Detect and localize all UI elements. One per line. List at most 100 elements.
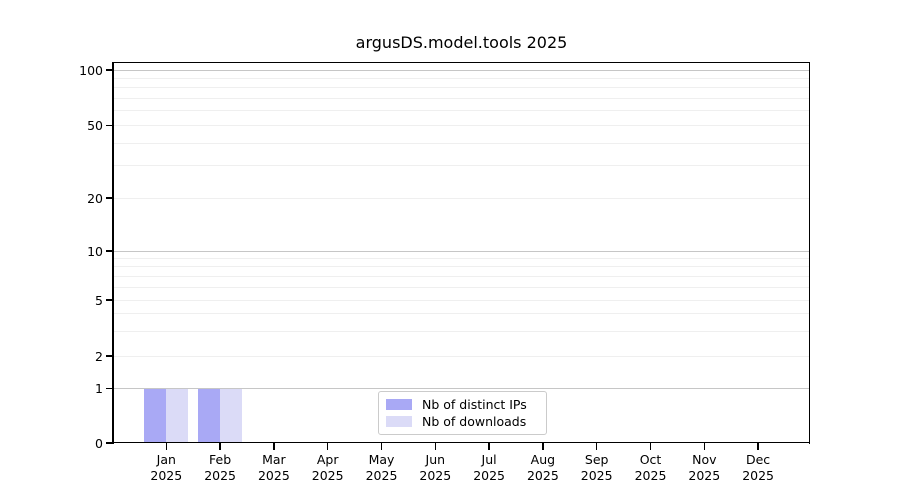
y-tick-label-20: 20 — [87, 190, 103, 206]
x-tick-month: Feb — [209, 452, 232, 467]
bottom-spine — [112, 441, 810, 444]
y-tick-label-2: 2 — [95, 348, 103, 364]
x-tick-dec — [757, 443, 759, 450]
x-tick-year: 2025 — [473, 467, 505, 483]
downloads-swatch — [386, 416, 412, 427]
gridline-minor-70 — [114, 98, 809, 100]
x-tick-label-jul: Jul 2025 — [460, 452, 518, 483]
x-tick-label-aug: Aug 2025 — [514, 452, 572, 483]
x-tick-year: 2025 — [204, 467, 236, 483]
x-tick-year: 2025 — [634, 467, 667, 483]
y-tick-label-100: 100 — [79, 62, 103, 78]
y-tick-100 — [106, 69, 113, 71]
y-tick-50 — [106, 124, 113, 127]
x-tick-aug — [542, 443, 544, 450]
y-tick-label-0: 0 — [95, 435, 103, 451]
x-tick-label-may: May 2025 — [353, 452, 411, 483]
gridline-10 — [114, 250, 809, 252]
y-tick-label-5: 5 — [95, 292, 103, 308]
gridline-minor-30 — [114, 165, 809, 167]
x-tick-month: Mar — [262, 452, 286, 467]
x-tick-mar — [273, 443, 275, 450]
legend-item-distinct-ips: Nb of distinct IPs — [386, 396, 540, 413]
x-tick-month: Apr — [316, 452, 339, 467]
x-tick-jun — [434, 443, 436, 450]
gridline-1 — [114, 388, 809, 390]
x-tick-label-jun: Jun 2025 — [406, 452, 464, 483]
x-tick-month: Jan — [156, 452, 176, 467]
x-tick-year: 2025 — [311, 467, 344, 483]
gridline-minor-6 — [114, 286, 809, 288]
gridline-minor-60 — [114, 110, 809, 112]
gridline-100 — [114, 69, 809, 71]
x-tick-label-jan: Jan 2025 — [137, 452, 195, 483]
x-tick-apr — [327, 443, 329, 450]
x-tick-year: 2025 — [150, 467, 183, 483]
bar-feb-downloads — [220, 388, 243, 442]
bar-feb-distinct-ips — [198, 388, 221, 442]
gridline-minor-3 — [114, 330, 809, 332]
x-tick-month: Nov — [692, 452, 717, 467]
x-tick-year: 2025 — [742, 467, 774, 483]
right-spine — [808, 61, 810, 444]
x-tick-month: Oct — [639, 452, 662, 467]
x-tick-nov — [703, 443, 705, 450]
y-tick-5 — [106, 299, 113, 301]
x-tick-month: Jul — [481, 452, 497, 467]
x-tick-year: 2025 — [688, 467, 721, 483]
x-tick-month: Dec — [745, 452, 771, 467]
y-tick-20 — [106, 197, 113, 199]
x-tick-year: 2025 — [257, 467, 290, 483]
x-tick-year: 2025 — [365, 467, 398, 483]
legend-label-distinct-ips: Nb of distinct IPs — [422, 397, 527, 412]
x-tick-jul — [488, 443, 490, 450]
gridline-minor-4 — [114, 313, 809, 315]
y-tick-1 — [106, 388, 113, 390]
x-tick-month: Aug — [530, 452, 556, 467]
gridline-minor-40 — [114, 142, 809, 144]
x-tick-year: 2025 — [580, 467, 613, 483]
gridline-50 — [114, 125, 809, 126]
gridline-minor-90 — [114, 77, 809, 79]
distinct-ips-swatch — [386, 399, 412, 410]
x-tick-may — [380, 443, 383, 450]
y-tick-10 — [106, 250, 113, 252]
gridline-minor-7 — [114, 275, 809, 277]
gridline-5 — [114, 299, 809, 301]
x-tick-jan — [165, 443, 167, 450]
bar-jan-distinct-ips — [144, 388, 167, 442]
x-tick-label-apr: Apr 2025 — [299, 452, 357, 483]
x-tick-label-mar: Mar 2025 — [245, 452, 303, 483]
x-tick-label-feb: Feb 2025 — [191, 452, 249, 483]
gridline-2 — [114, 355, 809, 357]
left-spine — [112, 61, 114, 444]
y-tick-label-50: 50 — [87, 118, 103, 133]
x-tick-sep — [596, 443, 598, 450]
x-tick-month: Sep — [584, 452, 609, 467]
gridline-minor-8 — [114, 266, 809, 268]
legend-label-downloads: Nb of downloads — [422, 414, 527, 429]
x-tick-year: 2025 — [526, 467, 559, 483]
x-tick-year: 2025 — [419, 467, 452, 483]
y-tick-0 — [106, 442, 113, 444]
x-tick-label-nov: Nov 2025 — [675, 452, 733, 483]
gridline-minor-9 — [114, 257, 809, 259]
y-tick-2 — [106, 355, 113, 357]
legend-item-downloads: Nb of downloads — [386, 413, 540, 430]
bar-jan-downloads — [166, 388, 189, 442]
gridline-minor-80 — [114, 87, 809, 89]
y-tick-label-1: 1 — [95, 381, 103, 397]
y-tick-label-10: 10 — [87, 243, 103, 259]
x-tick-feb — [219, 443, 221, 450]
x-tick-label-oct: Oct 2025 — [622, 452, 680, 483]
x-tick-oct — [649, 443, 652, 450]
legend: Nb of distinct IPs Nb of downloads — [378, 391, 547, 435]
x-tick-label-sep: Sep 2025 — [568, 452, 626, 483]
chart-title: argusDS.model.tools 2025 — [355, 33, 568, 52]
x-tick-label-dec: Dec 2025 — [729, 452, 787, 483]
x-tick-month: Jun — [425, 452, 446, 467]
gridline-20 — [114, 197, 809, 199]
x-tick-month: May — [368, 452, 395, 467]
top-spine — [112, 61, 810, 63]
